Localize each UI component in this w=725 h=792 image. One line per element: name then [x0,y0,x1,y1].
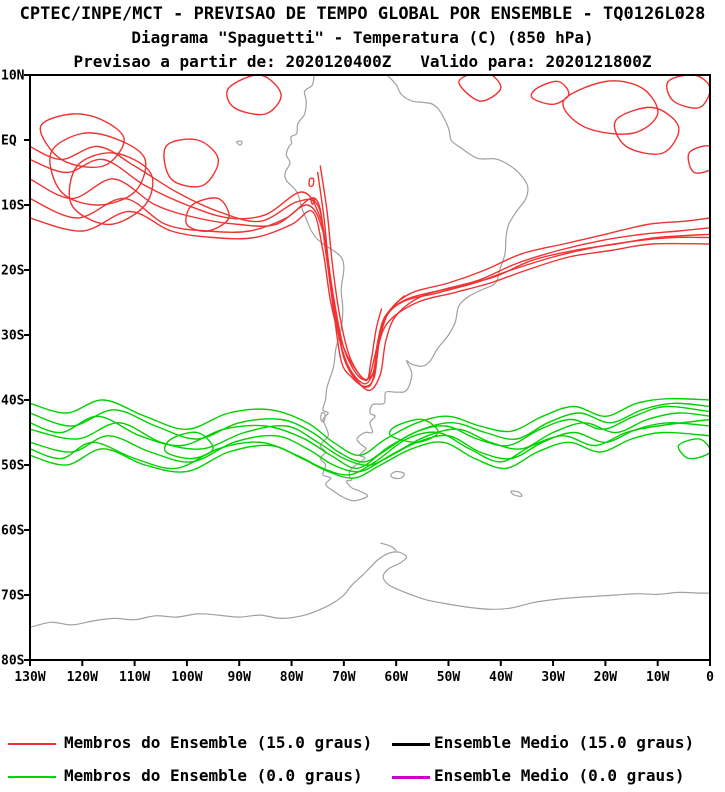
axes: 130W 120W 110W 100W 90W 80W 70W 60W 50W 40W 30W 20W… [1,69,714,686]
x-axis-label: 20W [594,670,618,685]
x-axis-label: 70W [332,670,356,685]
coastline-path [30,551,710,629]
x-axis-label: 80W [280,670,304,685]
contour-member [30,197,710,381]
contour-member [163,138,220,188]
contour-member [68,152,154,226]
legend-row-1: Membros do Ensemble (15.0 graus) Ensembl… [0,733,725,755]
x-axis-label: 120W [67,670,98,685]
x-axis-label: 100W [171,670,202,685]
y-axis-label: 10S [1,199,25,214]
contour-member [317,171,405,388]
legend-row-2: Membros do Ensemble (0.0 graus) Ensemble… [0,766,725,788]
legend-label-members-0: Membros do Ensemble (0.0 graus) [64,766,363,785]
map-canvas: 130W 120W 110W 100W 90W 80W 70W 60W 50W 40W 30W 20W… [1,69,714,686]
forecast-validity-line: Previsao a partir de: 2020120400Z Valido… [73,52,652,71]
legend-line-members-15 [8,743,56,745]
y-axis-label: EQ [1,134,17,149]
x-axis-label: 50W [437,670,461,685]
contour-series-0 [30,75,710,392]
legend-label-mean-0: Ensemble Medio (0.0 graus) [434,766,685,785]
legend-label-members-15: Membros do Ensemble (15.0 graus) [64,733,373,752]
contour-member [30,397,710,457]
contour-member [30,405,710,470]
map-frame [29,74,711,661]
page-title: CPTEC/INPE/MCT - PREVISAO DE TEMPO GLOBA… [19,4,706,24]
y-axis-label: 50S [1,459,25,474]
coastline-path [236,140,243,146]
x-axis-label: 90W [227,670,251,685]
contour-member [308,177,315,188]
coastline-path [510,490,523,497]
x-axis-label: 110W [119,670,150,685]
coastline-path [390,470,405,480]
x-axis-label: 0 [706,670,714,685]
x-axis-label: 130W [14,670,45,685]
chart-subtitle: Diagrama "Spaguetti" - Temperatura (C) (… [131,28,594,47]
contour-member [226,75,282,116]
contour-member [530,80,570,106]
contour-member [458,75,502,102]
contour-member [30,178,710,385]
y-axis-label: 70S [1,589,25,604]
contour-member [30,402,710,463]
contour-member [677,438,710,460]
x-axis-label: 60W [384,670,408,685]
legend-line-mean-15 [392,743,430,746]
contour-member [30,431,710,479]
contour-member [185,197,230,232]
y-axis-label: 40S [1,394,25,409]
contour-member [30,145,710,388]
contour-series-1 [30,397,710,479]
contour-member [39,113,125,168]
y-axis-label: 60S [1,524,25,539]
legend-line-mean-0 [392,776,430,779]
legend-label-mean-15: Ensemble Medio (15.0 graus) [434,733,695,752]
contour-member [310,197,316,206]
contour-member [163,431,214,460]
x-axis-label: 10W [646,670,670,685]
x-axis-label: 30W [541,670,565,685]
contour-member [30,422,710,473]
coastline-path [284,75,529,502]
contour-member [30,418,710,476]
legend-line-members-0 [8,776,56,778]
contour-member [388,418,439,444]
y-axis-label: 10N [1,69,25,84]
contour-member [666,75,710,109]
contour-member [562,80,659,135]
y-axis-label: 20S [1,264,25,279]
contour-member [687,145,710,174]
contour-member [319,165,383,382]
y-axis-label: 30S [1,329,25,344]
contour-member [49,132,147,206]
coastlines [30,75,710,629]
y-axis-label: 80S [1,654,25,669]
coastline-path [380,542,397,552]
x-axis-label: 40W [489,670,513,685]
contour-member [30,209,710,381]
coastline-path [320,412,326,423]
contour-member [613,106,680,155]
